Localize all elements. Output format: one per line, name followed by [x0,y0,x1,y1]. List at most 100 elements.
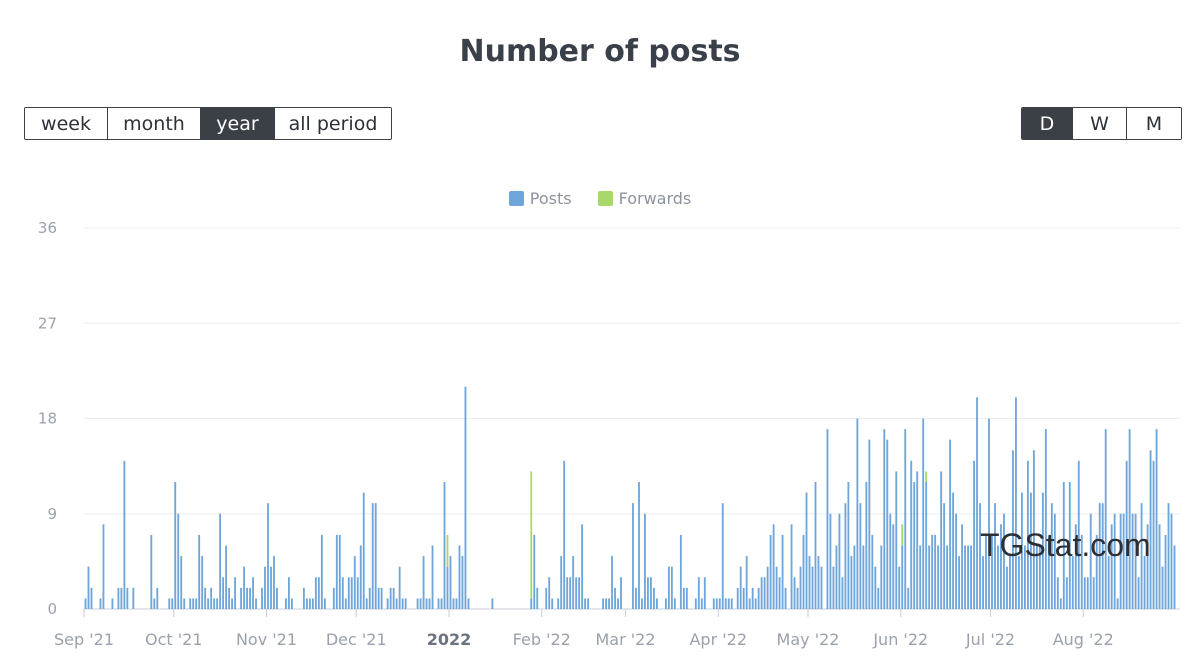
bar-posts-250 [832,566,835,609]
period-all-button[interactable]: all period [275,108,391,139]
y-tick-label-9: 9 [47,505,57,523]
bar-posts-78 [317,577,320,609]
legend-item-forwards[interactable]: Forwards [597,189,691,208]
bar-posts-59 [261,587,263,609]
bar-posts-155 [548,577,551,609]
bar-posts-2 [90,587,93,609]
granularity-month-button[interactable]: M [1127,108,1181,139]
bar-posts-28 [168,598,171,609]
bar-posts-95 [368,587,371,609]
bar-posts-230 [772,524,775,609]
bar-posts-286 [940,471,943,609]
bar-posts-126 [461,556,464,609]
bar-posts-212 [718,598,721,609]
bar-posts-205 [697,577,700,609]
bar-posts-237 [793,577,796,609]
bar-posts-255 [847,482,850,609]
y-axis: 0 9 18 27 36 [38,219,57,618]
bar-posts-251 [835,545,838,609]
bar-posts-204 [694,598,697,609]
x-tick-label-2: Nov '21 [236,630,297,649]
bar-posts-73 [302,587,305,609]
bar-posts-112 [419,598,422,609]
bar-posts-344 [1113,513,1116,609]
bar-posts-274 [904,429,907,609]
bar-posts-316 [1029,492,1032,609]
bar-posts-229 [769,534,772,609]
bar-posts-259 [859,503,862,609]
watermark-text: TGStat.com [980,527,1151,563]
legend-item-posts[interactable]: Posts [508,189,572,208]
granularity-day-button[interactable]: D [1022,108,1073,139]
granularity-week-button[interactable]: W [1073,108,1127,139]
bar-posts-350 [1131,513,1134,609]
bar-posts-185 [638,482,640,609]
bar-posts-9 [111,598,114,609]
bar-posts-359 [1158,524,1161,609]
bar-posts-75 [308,598,311,609]
bar-posts-84 [335,534,338,609]
bar-posts-223 [751,587,754,609]
bar-posts-1 [87,566,90,609]
x-tick-label-10: Jul '22 [965,630,1015,649]
bar-posts-92 [359,545,362,609]
bar-posts-190 [653,587,655,609]
bar-posts-258 [856,418,859,609]
bar-posts-54 [246,587,248,609]
bar-posts-302 [988,418,990,609]
bar-posts-307 [1003,513,1005,609]
bar-posts-330 [1071,556,1074,609]
period-week-button[interactable]: week [25,108,108,139]
bar-posts-338 [1095,534,1098,609]
period-month-button[interactable]: month [108,108,201,139]
bar-posts-304 [994,503,996,609]
bar-posts-357 [1152,460,1155,609]
bar-posts-151 [536,587,539,609]
bar-posts-105 [398,566,401,609]
bar-posts-297 [973,460,975,609]
bar-posts-158 [557,598,560,609]
bar-posts-60 [264,566,266,609]
bar-posts-120 [443,482,446,609]
bar-posts-97 [374,503,377,609]
bar-posts-272 [898,566,901,609]
bar-posts-119 [440,598,443,609]
bar-posts-94 [365,598,368,609]
x-tick-label-8: May '22 [777,630,840,649]
bar-posts-173 [602,598,604,609]
chart-bars [84,386,1176,609]
bar-posts-225 [757,587,760,609]
bar-posts-325 [1056,577,1059,609]
bar-posts-88 [347,577,350,609]
bar-posts-80 [323,598,326,609]
bar-posts-238 [796,587,799,609]
bar-posts-38 [198,534,201,609]
bar-posts-107 [404,598,407,609]
bar-posts-245 [817,556,820,609]
bar-posts-289 [949,439,952,609]
bar-posts-360 [1161,566,1164,609]
bar-posts-358 [1155,429,1158,609]
bar-posts-279 [919,545,922,609]
x-tick-label-4: 2022 [427,630,472,649]
bar-posts-40 [204,587,207,609]
bar-posts-55 [249,587,251,609]
bar-posts-189 [650,577,652,609]
period-year-button[interactable]: year [201,108,275,139]
bar-posts-183 [632,503,634,609]
bar-posts-342 [1107,556,1110,609]
bar-posts-211 [715,598,718,609]
bar-posts-61 [267,503,269,609]
bar-posts-296 [970,545,972,609]
x-tick-label-9: Jun '22 [872,630,928,649]
bar-posts-160 [563,460,566,609]
legend-label-posts: Posts [529,189,572,208]
bar-posts-12 [120,587,123,609]
bar-posts-256 [850,556,853,609]
bar-posts-6 [102,524,105,609]
bar-posts-228 [766,566,769,609]
bar-posts-156 [551,598,554,609]
bar-posts-206 [700,598,703,609]
bar-posts-347 [1122,513,1125,609]
bar-posts-114 [425,598,428,609]
